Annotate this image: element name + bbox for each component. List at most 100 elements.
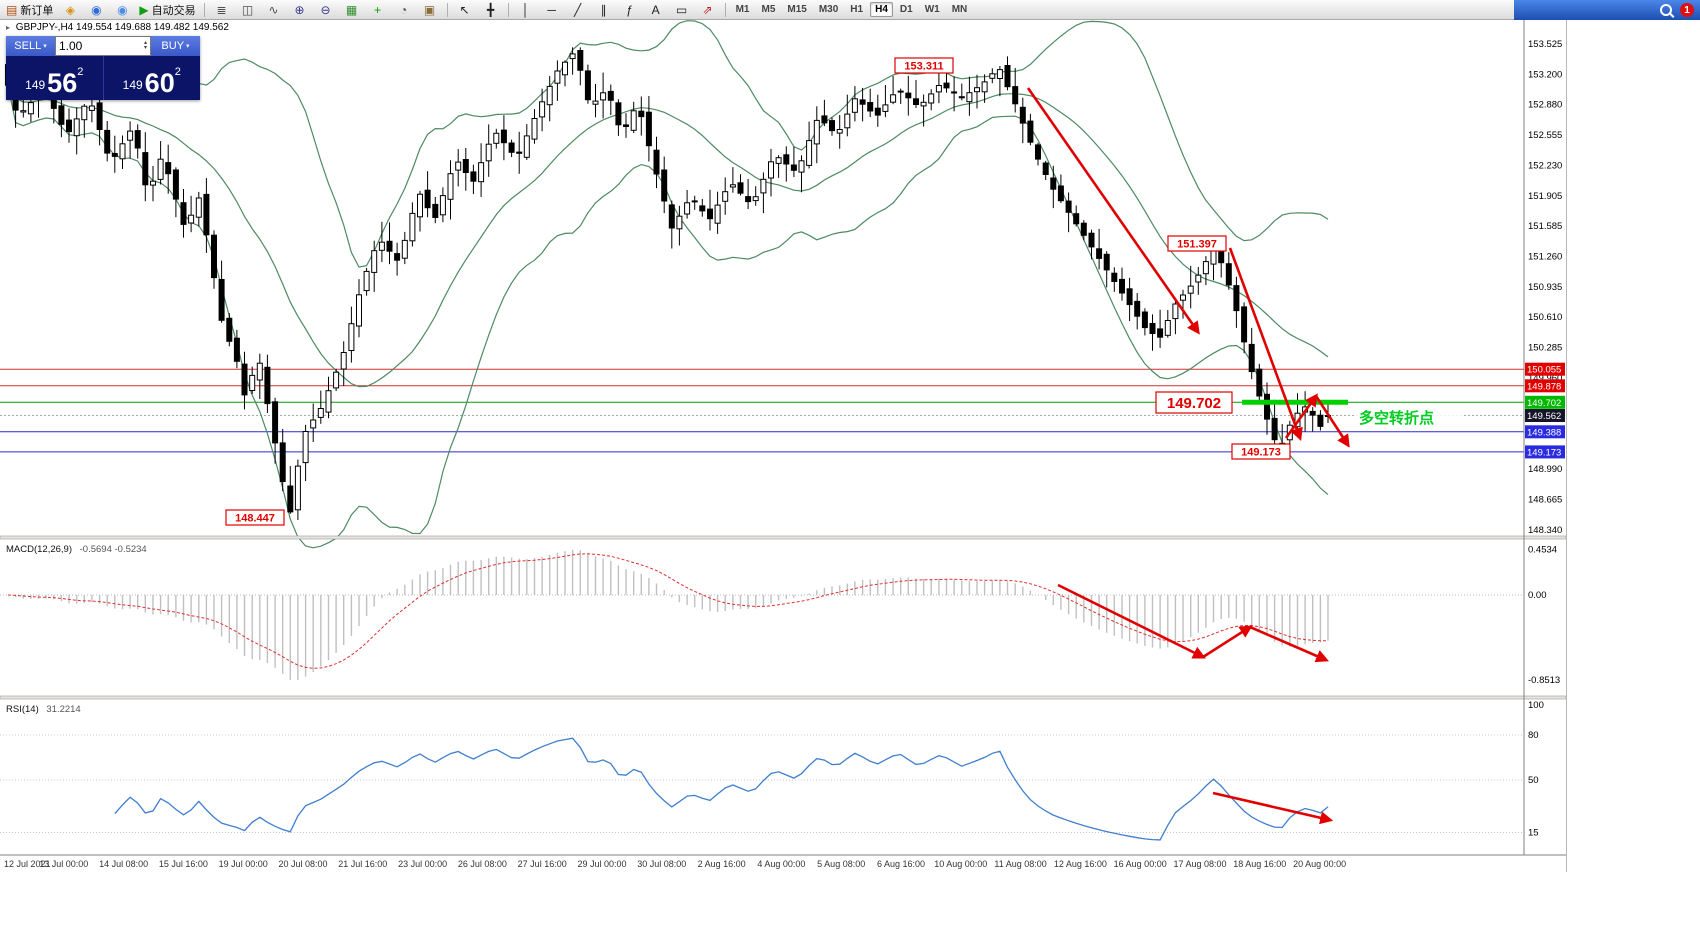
channel-icon[interactable]: ∥ xyxy=(592,1,616,19)
svg-text:150.610: 150.610 xyxy=(1528,312,1562,323)
trend-arrow-8[interactable] xyxy=(1212,791,1334,825)
text-icon-icon: A xyxy=(651,2,660,17)
timeframe-m5[interactable]: M5 xyxy=(756,2,780,17)
vertical-line-icon[interactable]: │ xyxy=(514,1,538,19)
price-annotation-149.173[interactable]: 149.173 xyxy=(1231,443,1291,460)
volume-input[interactable]: 1.00 ▴ ▾ xyxy=(55,36,151,56)
community-icon[interactable]: ◉ xyxy=(110,1,134,19)
crosshair-icon[interactable]: ╋ xyxy=(479,1,503,19)
indicators-add-icon[interactable]: + xyxy=(366,1,390,19)
timeframe-h1-label: H1 xyxy=(850,4,864,15)
svg-text:153.200: 153.200 xyxy=(1528,70,1562,81)
svg-text:10 Aug 00:00: 10 Aug 00:00 xyxy=(934,859,987,869)
price-annotation-148.447[interactable]: 148.447 xyxy=(225,509,285,526)
price-axis[interactable]: 153.525 153.200 152.880 152.555 152.230 151.9… xyxy=(1528,39,1562,839)
svg-text:148.990: 148.990 xyxy=(1528,464,1562,475)
trend-arrow-3[interactable] xyxy=(1284,393,1318,439)
trendline-icon-icon: ╱ xyxy=(573,2,582,17)
trend-arrow-4[interactable] xyxy=(1314,395,1350,448)
timeframe-m15[interactable]: M15 xyxy=(782,2,811,17)
zoom-in-icon[interactable]: ⊕ xyxy=(288,1,312,19)
price-annotation-153.311[interactable]: 153.311 xyxy=(894,57,954,74)
timeframe-h4-label: H4 xyxy=(875,4,888,15)
charts-profile-icon[interactable]: ◉ xyxy=(84,1,108,19)
zoom-out-icon[interactable]: ⊖ xyxy=(314,1,338,19)
trend-arrow-5[interactable] xyxy=(1057,583,1206,659)
svg-text:14 Jul 08:00: 14 Jul 08:00 xyxy=(99,859,148,869)
cursor-icon-icon: ↖ xyxy=(459,2,470,17)
macd-signal-line xyxy=(7,553,1329,669)
fibonacci-icon[interactable]: ƒ xyxy=(618,1,642,19)
sell-price-sup: 2 xyxy=(77,66,84,78)
zoom-out-icon-icon: ⊖ xyxy=(320,2,331,17)
buy-button[interactable]: 149 60 2 xyxy=(104,56,201,100)
label-icon[interactable]: ▭ xyxy=(670,1,694,19)
collapse-arrow-icon[interactable]: ▸ xyxy=(6,23,11,32)
timeframe-m30[interactable]: M30 xyxy=(814,2,843,17)
trend-arrow-6[interactable] xyxy=(1202,625,1253,659)
timeframe-m1-label: M1 xyxy=(735,4,750,15)
new-order-button[interactable]: ▤ 新订单 xyxy=(3,1,56,19)
charts-profile-icon-icon: ◉ xyxy=(91,2,102,17)
price-annotation-151.397[interactable]: 151.397 xyxy=(1167,235,1227,252)
cursor-icon[interactable]: ↖ xyxy=(453,1,477,19)
price-annotation-149.702[interactable]: 149.702 xyxy=(1155,391,1233,414)
period-icon[interactable]: ◔ xyxy=(392,1,416,19)
timeframe-h4[interactable]: H4 xyxy=(870,2,893,17)
panel-separator[interactable] xyxy=(0,535,1566,540)
timeframe-mn[interactable]: MN xyxy=(947,2,973,17)
turning-point-label[interactable]: 多空转折点 xyxy=(1356,409,1462,427)
text-icon[interactable]: A xyxy=(644,1,668,19)
macd-histogram xyxy=(14,549,1329,681)
svg-text:23 Jul 00:00: 23 Jul 00:00 xyxy=(398,859,447,869)
arrows-icon[interactable]: ⇗ xyxy=(696,1,720,19)
templates-icon-icon: ▣ xyxy=(423,2,436,17)
buy-label: BUY xyxy=(161,40,185,52)
panel-separator[interactable] xyxy=(0,695,1566,700)
crosshair-icon-icon: ╋ xyxy=(486,2,495,17)
trend-arrow-7[interactable] xyxy=(1249,625,1329,663)
svg-text:18 Aug 16:00: 18 Aug 16:00 xyxy=(1233,859,1286,869)
chart-bars-icon[interactable]: ≣ xyxy=(210,1,234,19)
new-order-button-label: 新订单 xyxy=(20,4,54,17)
autotrading-button-label: 自动交易 xyxy=(151,4,196,17)
timeframe-d1[interactable]: D1 xyxy=(895,2,918,17)
svg-text:150.935: 150.935 xyxy=(1528,282,1562,293)
timeframe-h1[interactable]: H1 xyxy=(845,2,868,17)
autotrading-button[interactable]: ▶ 自动交易 xyxy=(136,1,198,19)
one-click-trading-panel: SELL ▾ 1.00 ▴ ▾ BUY ▾ 149 56 2 149 60 2 xyxy=(6,36,200,100)
svg-text:149.173: 149.173 xyxy=(1527,447,1561,458)
templates-icon[interactable]: ▣ xyxy=(418,1,442,19)
trendline-icon[interactable]: ╱ xyxy=(566,1,590,19)
svg-text:80: 80 xyxy=(1528,730,1539,741)
svg-text:21 Jul 16:00: 21 Jul 16:00 xyxy=(338,859,387,869)
trend-arrow-1[interactable] xyxy=(1026,87,1200,335)
horizontal-line-icon[interactable]: ─ xyxy=(540,1,564,19)
timeframe-m1[interactable]: M1 xyxy=(731,2,755,17)
svg-text:12 Jul 2021: 12 Jul 2021 xyxy=(4,859,51,869)
svg-text:26 Jul 08:00: 26 Jul 08:00 xyxy=(458,859,507,869)
compass-icon[interactable]: ◈ xyxy=(58,1,82,19)
volume-spinner[interactable]: ▴ ▾ xyxy=(143,40,147,51)
svg-text:151.260: 151.260 xyxy=(1528,251,1562,262)
sell-header[interactable]: SELL ▾ xyxy=(6,36,55,56)
svg-text:15 Jul 16:00: 15 Jul 16:00 xyxy=(159,859,208,869)
timeframe-m30-label: M30 xyxy=(818,4,839,15)
tile-windows-icon[interactable]: ▦ xyxy=(340,1,364,19)
svg-text:-0.8513: -0.8513 xyxy=(1528,675,1560,686)
buy-header[interactable]: BUY ▾ xyxy=(151,36,200,56)
chart-candles-icon[interactable]: ◫ xyxy=(236,1,260,19)
svg-text:27 Jul 16:00: 27 Jul 16:00 xyxy=(518,859,567,869)
search-icon[interactable] xyxy=(1660,4,1672,16)
arrows-icon-icon: ⇗ xyxy=(702,2,713,17)
chart-line-icon[interactable]: ∿ xyxy=(262,1,286,19)
notification-badge[interactable]: 1 xyxy=(1680,3,1694,17)
price-tag-149.562: 149.562 xyxy=(1525,409,1565,422)
trend-arrow-2[interactable] xyxy=(1228,247,1303,442)
timeframe-w1[interactable]: W1 xyxy=(920,2,945,17)
timeframe-m15-label: M15 xyxy=(787,4,807,15)
svg-text:149.562: 149.562 xyxy=(1527,411,1561,422)
sell-button[interactable]: 149 56 2 xyxy=(6,56,104,100)
chart-bars-icon-icon: ≣ xyxy=(216,2,227,17)
